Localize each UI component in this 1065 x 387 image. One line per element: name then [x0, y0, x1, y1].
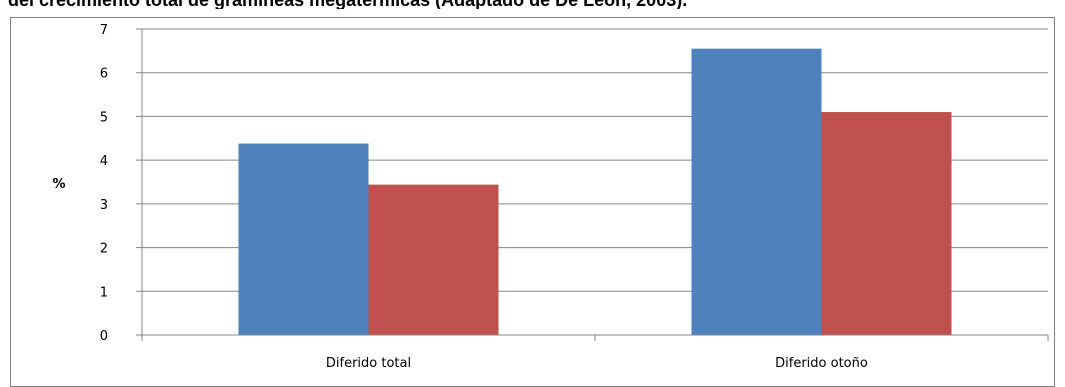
- y-axis-label: %: [52, 177, 65, 192]
- y-tick-label: 4: [100, 154, 108, 169]
- y-tick-label: 0: [100, 329, 108, 344]
- x-category-label: Diferido otoño: [775, 356, 868, 371]
- y-tick-label: 2: [100, 242, 108, 257]
- y-tick-label: 6: [100, 67, 108, 82]
- x-category-label: Diferido total: [326, 356, 411, 371]
- y-tick-label: 5: [100, 110, 108, 125]
- y-tick-label: 3: [100, 198, 108, 213]
- bar-series-2-diferido-otoño: [821, 112, 952, 335]
- bar-series-1-diferido-otoño: [691, 48, 822, 336]
- y-tick-label: 7: [100, 23, 108, 38]
- y-tick-label: 1: [100, 285, 108, 300]
- axes: 0 1 2 3 4 5 6 7 Diferido total Diferido otoño: [100, 23, 1049, 371]
- bar-series-2-diferido-total: [368, 184, 499, 335]
- bar-series-1-diferido-total: [238, 143, 369, 335]
- bars: [238, 48, 952, 336]
- figure-caption: del crecimiento total de gramíneas megat…: [8, 0, 1065, 9]
